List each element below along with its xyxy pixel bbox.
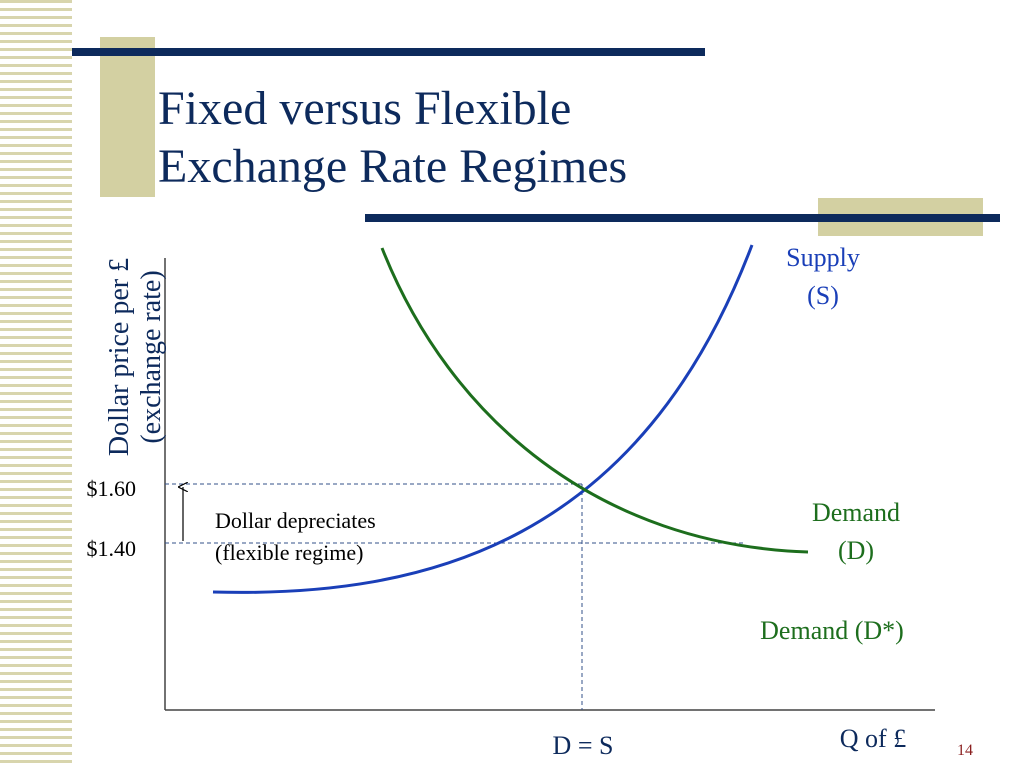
title: Fixed versus Flexible (158, 82, 571, 135)
supply-curve (212, 244, 754, 594)
supply-label: (S) (807, 281, 839, 310)
y-axis-label: (exchange rate) (136, 270, 167, 443)
title: Exchange Rate Regimes (158, 140, 627, 193)
demand-star-label: Demand (D*) (760, 616, 904, 645)
annotation: (flexible regime) (215, 540, 363, 565)
annotation: Dollar depreciates (215, 508, 376, 533)
demand-label: Demand (812, 498, 900, 527)
x-axis-label: Q of £ (840, 724, 906, 753)
demand-label: (D) (838, 536, 874, 565)
supply-label: Supply (786, 243, 860, 272)
bottom-rule (365, 214, 1000, 222)
accent-box (100, 37, 155, 197)
slide-number: 14 (957, 742, 973, 759)
top-rule (72, 48, 705, 56)
demand-curve (380, 247, 809, 554)
y-axis-label: Dollar price per £ (104, 258, 135, 456)
price-label: $1.60 (87, 476, 137, 501)
side-stripes (0, 0, 72, 768)
price-label: $1.40 (87, 536, 137, 561)
equilibrium-label: D = S (553, 731, 614, 760)
